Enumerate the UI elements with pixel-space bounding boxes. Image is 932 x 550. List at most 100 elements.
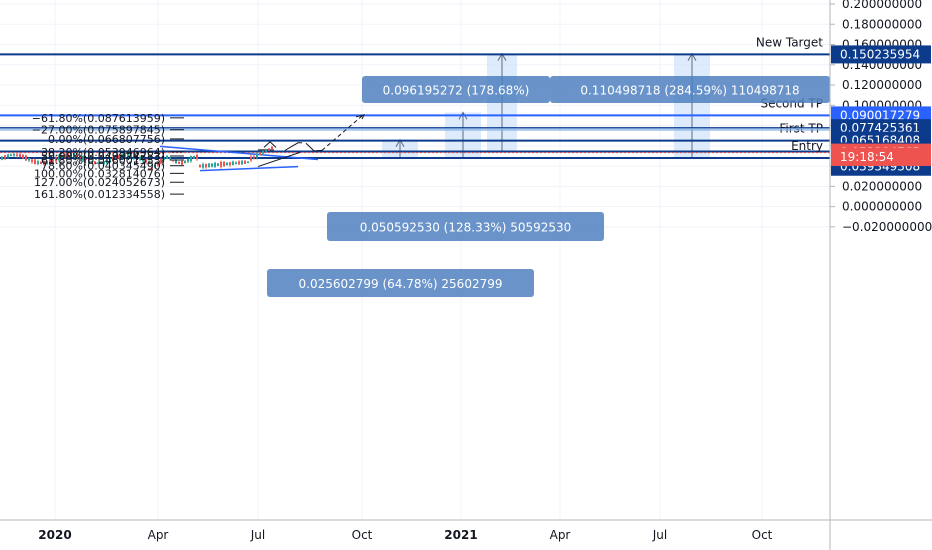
- price-tick-label: 0.180000000: [842, 17, 922, 31]
- candle-body: [244, 160, 246, 164]
- candle-body: [271, 146, 273, 149]
- breakout-line: [257, 151, 301, 168]
- candle-body: [37, 161, 39, 164]
- candle-body: [136, 156, 138, 158]
- candle-body: [127, 152, 129, 158]
- fib-label: −27.00%(0.075897845): [32, 124, 165, 137]
- candle-body: [115, 156, 117, 159]
- candle-body: [73, 152, 75, 158]
- candle-body: [130, 153, 132, 158]
- candle-body: [253, 156, 255, 158]
- candle-body: [169, 157, 171, 160]
- time-tick-label: Apr: [148, 528, 169, 542]
- candle-body: [166, 155, 168, 159]
- path-arrow: [284, 142, 302, 151]
- trend-drawings: [159, 114, 365, 172]
- candle-body: [91, 161, 93, 163]
- candle-body: [154, 164, 156, 168]
- candle-body: [94, 161, 96, 164]
- price-axis[interactable]: 0.2000000000.1800000000.1600000000.14000…: [829, 0, 932, 550]
- fib-label: 127.00%(0.024052673): [34, 176, 165, 189]
- level-price-tag-text: 0.150235954: [840, 47, 920, 61]
- candle-body: [157, 161, 159, 166]
- time-tick-label: Jul: [250, 528, 265, 542]
- candle-body: [184, 160, 186, 164]
- time-tick-label: Apr: [550, 528, 571, 542]
- candle-body: [256, 153, 258, 158]
- time-tick-label: 2021: [444, 528, 477, 542]
- candle-body: [196, 155, 198, 159]
- candle-body: [205, 163, 207, 168]
- candle-body: [106, 159, 108, 164]
- path-arrow: [263, 141, 277, 148]
- candle-body: [208, 163, 210, 168]
- time-tick-label: Oct: [752, 528, 773, 542]
- candle-body: [28, 158, 30, 161]
- fib-label: −61.80%(0.087613959): [32, 112, 165, 125]
- candle-body: [175, 160, 177, 164]
- candle-body: [52, 159, 54, 162]
- projection-label-text: 0.096195272 (178.68%): [383, 84, 530, 98]
- level-price-tag-text: 0.090017279: [840, 108, 920, 122]
- candle-body: [97, 162, 99, 164]
- candle-body: [226, 162, 228, 166]
- candle-body: [124, 153, 126, 157]
- candle-body: [229, 162, 231, 165]
- level-name: New Target: [756, 35, 823, 49]
- candle-body: [49, 159, 51, 164]
- level-price-tag: [831, 45, 931, 64]
- projection-label-box: [327, 212, 604, 241]
- candle-body: [265, 150, 267, 152]
- fib-label: 38.20%(0.053946964): [41, 146, 165, 159]
- price-tick-label: 0.020000000: [842, 179, 922, 193]
- projection-label-box: [550, 76, 830, 103]
- candle-body: [31, 159, 33, 162]
- fib-label: 0.00%(0.066807756): [48, 133, 165, 146]
- candle-body: [70, 153, 72, 157]
- fib-label: 78.60%(0.040345490): [41, 160, 165, 173]
- projection-labels: 0.025602799 (64.78%) 25602799 0.050592530…: [267, 76, 830, 297]
- price-tick-label: −0.020000000: [842, 220, 932, 234]
- time-tick-label: 2020: [38, 528, 71, 542]
- candle-body: [121, 154, 123, 157]
- candle-body: [160, 158, 162, 164]
- candle-body: [46, 161, 48, 164]
- path-arrowhead: [355, 114, 365, 120]
- candle-body: [25, 155, 27, 161]
- candle-body: [217, 163, 219, 166]
- candle-body: [178, 161, 180, 164]
- candle-body: [142, 158, 144, 162]
- candle-body: [16, 154, 18, 156]
- candle-body: [103, 161, 105, 164]
- projection-label-text: 0.050592530 (128.33%) 50592530: [360, 221, 572, 235]
- fib-label: 50.00%(0.049974253): [41, 150, 165, 163]
- candle-body: [109, 158, 111, 163]
- price-tick-label: 0.200000000: [842, 0, 922, 11]
- fib-label: 161.80%(0.012334558): [34, 188, 165, 201]
- fib-labels: −61.80%(0.087613959)−27.00%(0.075897845)…: [32, 112, 184, 201]
- level-name: Entry: [791, 139, 823, 153]
- candle-body: [238, 161, 240, 165]
- candle-body: [235, 162, 237, 164]
- fib-label: 100.00%(0.032814076): [34, 167, 165, 180]
- time-tick-label: Jul: [652, 528, 667, 542]
- path-arrow: [305, 142, 323, 152]
- projection-label-text: 0.110498718 (284.59%) 110498718: [580, 84, 799, 98]
- candle-body: [190, 156, 192, 161]
- time-axis[interactable]: 2020 Apr Jul Oct 2021 Apr Jul Oct: [0, 519, 932, 542]
- candle-body: [79, 156, 81, 158]
- candle-body: [220, 162, 222, 167]
- candle-body: [34, 159, 36, 165]
- candle-body: [145, 159, 147, 163]
- candle-body: [64, 154, 66, 158]
- trendline-lower: [199, 165, 299, 172]
- candle-body: [43, 161, 45, 165]
- candle-body: [268, 148, 270, 151]
- price-tag-text: 19:18:54: [840, 150, 894, 164]
- candle-body: [85, 158, 87, 161]
- candle-body: [22, 155, 24, 159]
- candle-body: [181, 160, 183, 165]
- candle-body: [13, 154, 15, 156]
